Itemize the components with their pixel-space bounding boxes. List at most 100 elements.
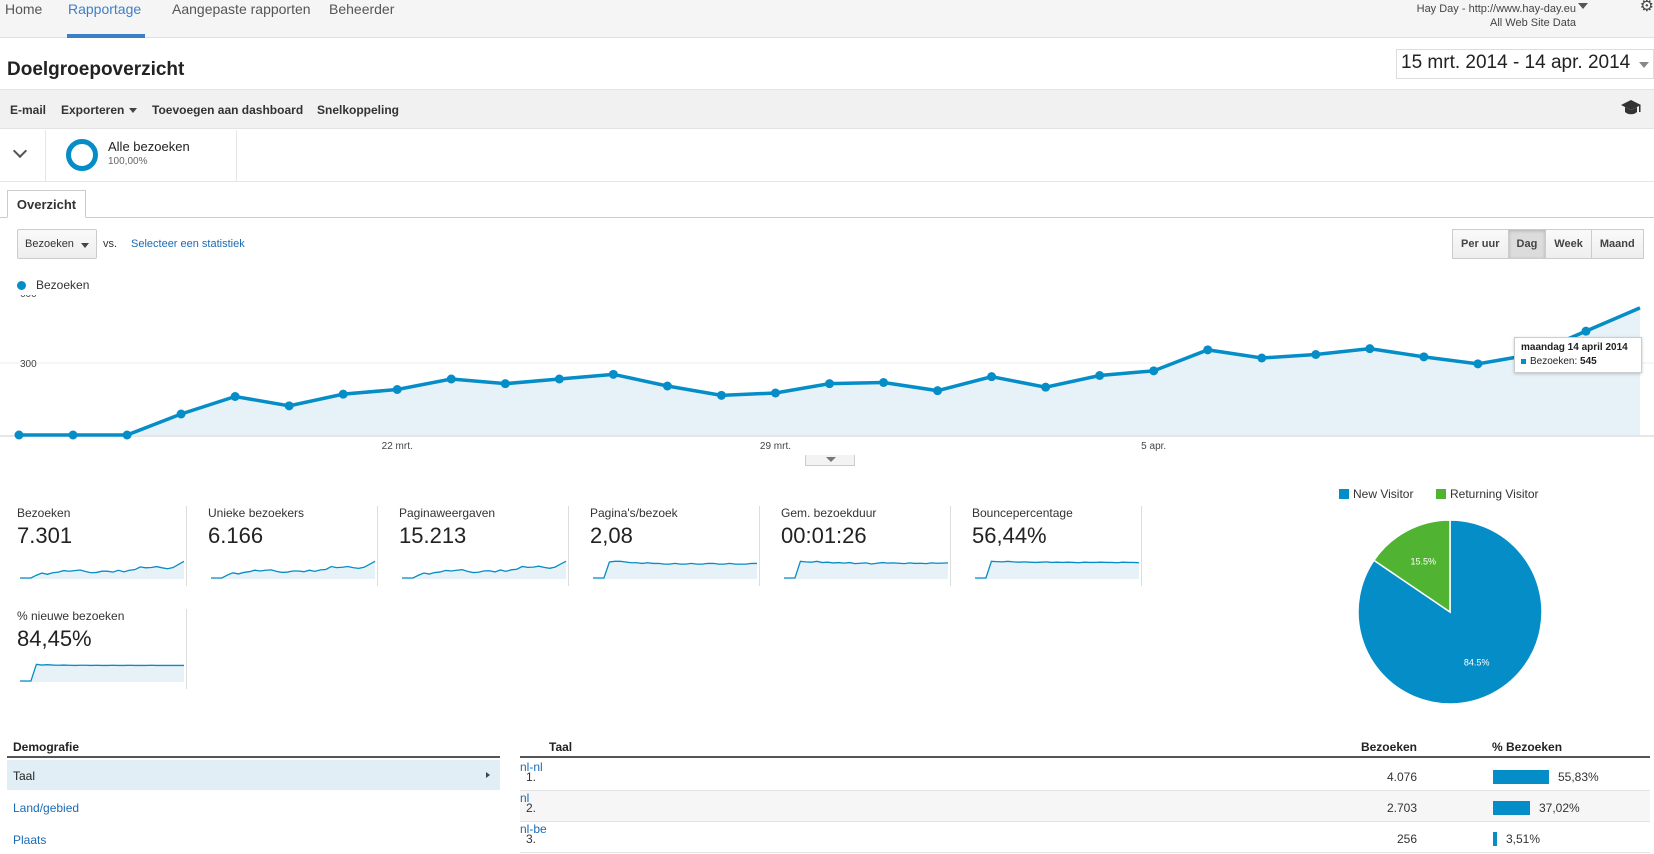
sparkline-area xyxy=(211,561,375,579)
language-table-header: Taal Bezoeken % Bezoeken xyxy=(520,737,1650,758)
data-point[interactable] xyxy=(500,379,510,389)
row-language-link[interactable]: nl-be xyxy=(520,822,547,836)
row-share-bar xyxy=(1493,832,1497,846)
data-point[interactable] xyxy=(68,430,78,440)
row-language-link[interactable]: nl-nl xyxy=(520,760,543,774)
row-share-pct: 37,02% xyxy=(1539,801,1580,815)
pie-legend-new-visitor[interactable]: New Visitor xyxy=(1339,487,1413,501)
column-header-bezoeken[interactable]: Bezoeken xyxy=(1360,740,1417,754)
segment-bar: Alle bezoeken 100,00% xyxy=(0,130,1654,182)
data-point[interactable] xyxy=(14,430,24,440)
data-point[interactable] xyxy=(230,392,240,401)
select-statistic-link[interactable]: Selecteer een statistiek xyxy=(131,238,245,250)
data-point[interactable] xyxy=(825,379,834,389)
data-point[interactable] xyxy=(879,378,889,387)
nav-tab-rapportage[interactable]: Rapportage xyxy=(68,1,142,17)
scorecard-gem-bezoekduur[interactable]: Gem. bezoekduur 00:01:26 xyxy=(781,506,951,586)
data-point[interactable] xyxy=(1581,326,1591,336)
data-point[interactable] xyxy=(1257,353,1267,363)
metric-select[interactable]: Bezoeken xyxy=(17,229,97,259)
graduation-cap-icon[interactable] xyxy=(1620,98,1642,118)
pie-slice[interactable] xyxy=(1357,519,1543,705)
demography-item-plaats[interactable]: Plaats xyxy=(13,833,47,847)
data-point[interactable] xyxy=(716,390,726,400)
nav-tab-home[interactable]: Home xyxy=(5,1,43,17)
data-point[interactable] xyxy=(446,374,456,384)
row-share-bar xyxy=(1493,801,1530,815)
gear-icon[interactable]: ⚙ xyxy=(1639,0,1654,15)
demography-item-taal[interactable]: Taal xyxy=(7,760,500,790)
scorecard-unieke-bezoekers[interactable]: Unieke bezoekers 6.166 xyxy=(208,506,378,586)
data-point[interactable] xyxy=(1041,382,1051,392)
chevron-right-icon xyxy=(486,772,490,778)
data-point[interactable] xyxy=(554,374,564,384)
segment-toggle[interactable] xyxy=(0,130,46,182)
data-point[interactable] xyxy=(1149,366,1159,376)
account-dropdown-icon[interactable] xyxy=(1578,3,1588,9)
scorecard-bezoeken[interactable]: Bezoeken 7.301 xyxy=(17,506,187,586)
top-nav: Home Rapportage Aangepaste rapporten Beh… xyxy=(0,0,1654,38)
export-button[interactable]: Exporteren xyxy=(61,103,138,117)
data-point[interactable] xyxy=(1311,350,1321,359)
data-point[interactable] xyxy=(1473,359,1483,369)
sparkline-line xyxy=(402,560,567,579)
nav-tab-beheerder[interactable]: Beheerder xyxy=(329,1,395,17)
row-share-pct: 55,83% xyxy=(1558,770,1599,784)
row-language-link[interactable]: nl xyxy=(520,791,530,805)
pie-slice[interactable] xyxy=(1372,519,1451,614)
nav-tab-aangepaste-rapporten[interactable]: Aangepaste rapporten xyxy=(172,1,311,17)
scorecard-value: 7.301 xyxy=(17,523,73,548)
granularity-maand[interactable]: Maand xyxy=(1590,229,1644,259)
add-to-dashboard-button[interactable]: Toevoegen aan dashboard xyxy=(152,103,304,117)
account-name: Hay Day - http://www.hay-day.eu xyxy=(1416,3,1576,15)
pie-legend-returning-visitor[interactable]: Returning Visitor xyxy=(1436,487,1539,501)
account-selector[interactable]: Hay Day - http://www.hay-day.eu All Web … xyxy=(1417,2,1576,30)
data-point[interactable] xyxy=(662,381,672,391)
data-point[interactable] xyxy=(338,389,348,399)
scorecard-value: 00:01:26 xyxy=(781,523,867,548)
chevron-down-icon xyxy=(12,143,28,159)
sparkline-area xyxy=(402,561,566,579)
column-header-taal[interactable]: Taal xyxy=(549,740,573,754)
visitor-type-pie-chart[interactable]: 84.5% 15.5% xyxy=(1350,512,1550,712)
granularity-dag[interactable]: Dag xyxy=(1507,229,1547,259)
data-point[interactable] xyxy=(770,388,780,398)
data-point[interactable] xyxy=(392,385,402,394)
data-point[interactable] xyxy=(1203,345,1213,355)
data-point[interactable] xyxy=(987,372,997,382)
legend-swatch xyxy=(1436,489,1446,499)
data-point[interactable] xyxy=(933,386,943,396)
granularity-per-uur[interactable]: Per uur xyxy=(1452,229,1509,259)
scorecard-paginaweergaven[interactable]: Paginaweergaven 15.213 xyxy=(399,506,569,586)
tab-overzicht[interactable]: Overzicht xyxy=(7,190,86,218)
demography-item-land-gebied[interactable]: Land/gebied xyxy=(13,801,80,815)
date-range-label: 15 mrt. 2014 - 14 apr. 2014 xyxy=(1401,52,1631,73)
visits-line-chart[interactable]: 300 600 22 mrt. 29 mrt. 5 apr. xyxy=(0,295,1654,455)
segment-all-visits[interactable]: Alle bezoeken 100,00% xyxy=(47,130,237,182)
sparkline-area xyxy=(784,561,948,579)
date-range-picker[interactable]: 15 mrt. 2014 - 14 apr. 2014 xyxy=(1396,49,1654,79)
scorecard-paginas-per-bezoek[interactable]: Pagina's/bezoek 2,08 xyxy=(590,506,760,586)
column-header-pct-bezoeken[interactable]: % Bezoeken xyxy=(1492,740,1563,754)
sparkline xyxy=(593,560,757,579)
granularity-week[interactable]: Week xyxy=(1545,229,1592,259)
email-button[interactable]: E-mail xyxy=(10,103,47,117)
tab-divider xyxy=(0,217,1654,218)
scorecard-value: 84,45% xyxy=(17,626,92,651)
data-point[interactable] xyxy=(608,369,618,379)
scorecard-bouncepercentage[interactable]: Bouncepercentage 56,44% xyxy=(972,506,1142,586)
tooltip-value: 545 xyxy=(1580,356,1597,367)
chart-expand-handle[interactable] xyxy=(805,455,855,466)
data-point[interactable] xyxy=(1365,344,1375,354)
series-color-swatch xyxy=(1521,358,1526,364)
segment-name: Alle bezoeken xyxy=(108,139,190,154)
data-point[interactable] xyxy=(1419,352,1429,362)
vs-label: vs. xyxy=(103,238,118,250)
data-point[interactable] xyxy=(176,409,186,419)
segment-percent: 100,00% xyxy=(108,156,148,167)
data-point[interactable] xyxy=(284,401,294,411)
data-point[interactable] xyxy=(1095,371,1105,380)
shortcut-button[interactable]: Snelkoppeling xyxy=(317,103,400,117)
scorecard-nieuwe-bezoeken[interactable]: % nieuwe bezoeken 84,45% xyxy=(17,609,187,689)
data-point[interactable] xyxy=(122,430,132,440)
